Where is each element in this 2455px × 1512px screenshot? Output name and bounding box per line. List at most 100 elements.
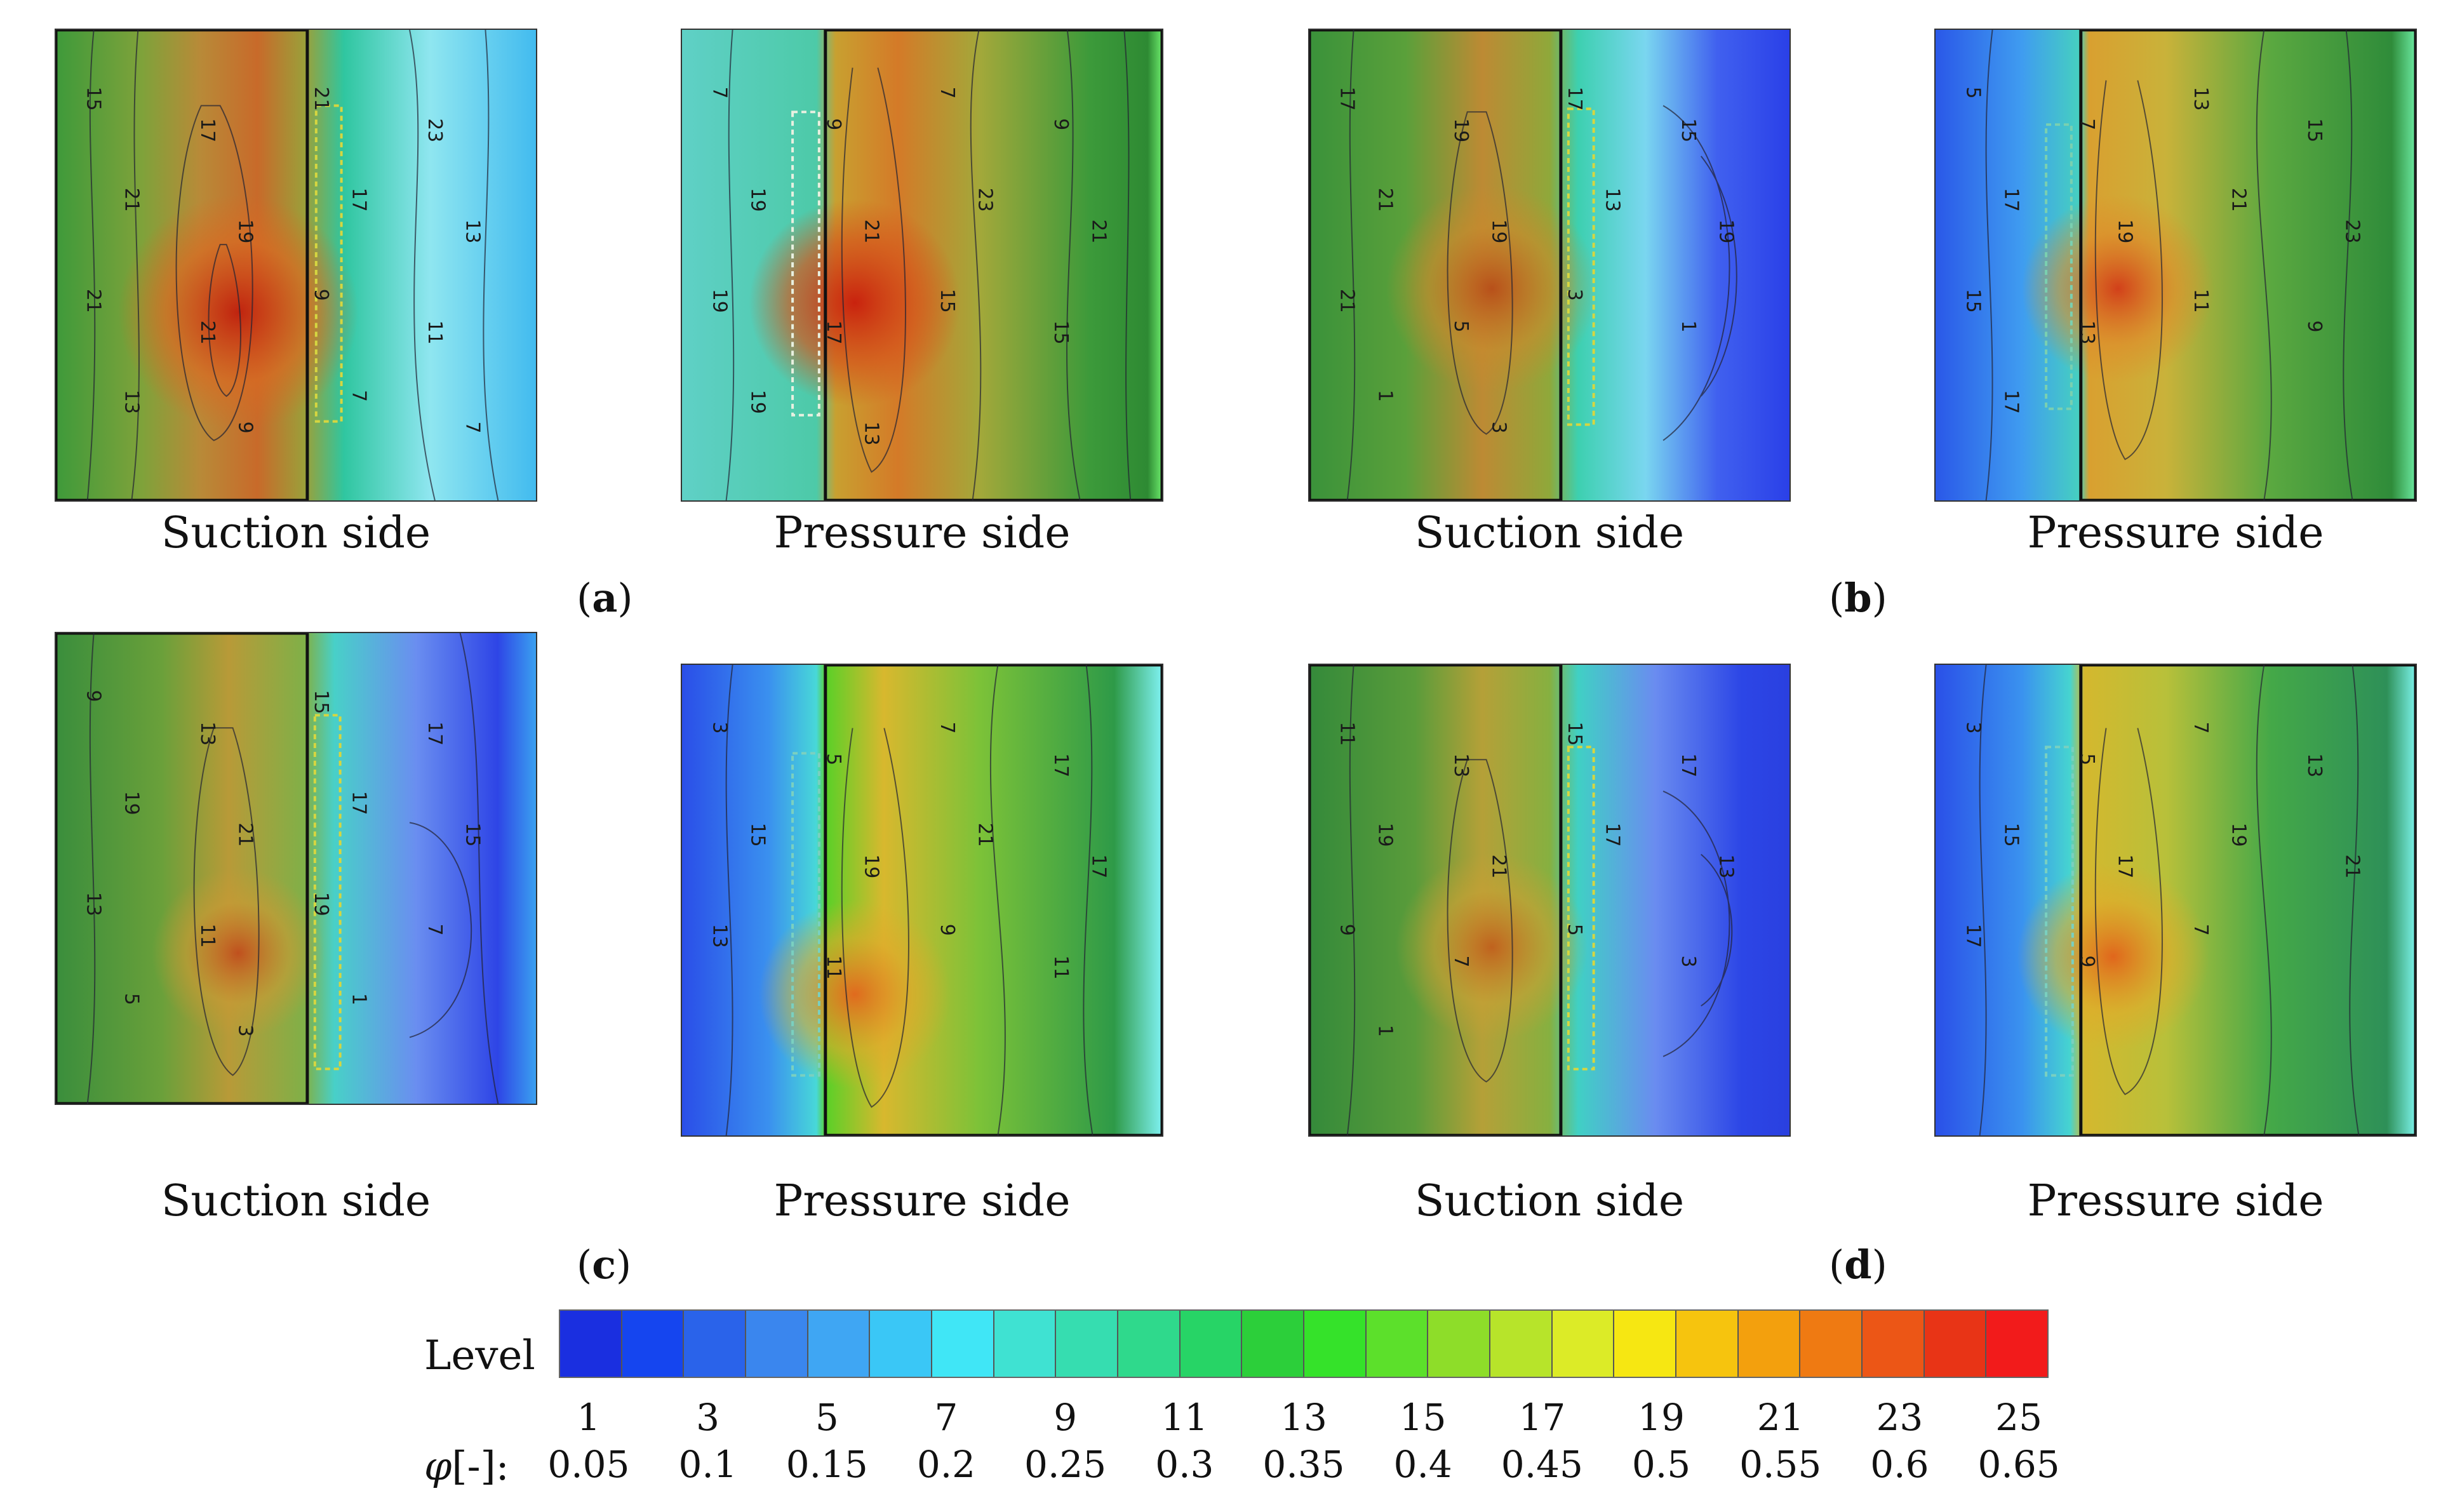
contour-label: 5 [1450,321,1472,333]
legend-swatch [684,1311,747,1377]
legend-tick-label: 0.6 [1870,1443,1929,1486]
contour-label: 19 [746,390,768,414]
legend-tick-label: 13 [1280,1396,1327,1439]
contour-label: 15 [1563,722,1586,746]
contour-label: 17 [1088,854,1110,878]
sublabel-d: (d) [1829,1241,1887,1288]
contour-label: 21 [310,87,332,111]
caption-a-pressure: Pressure side [773,508,1071,558]
contour-label: 19 [2113,219,2136,243]
contour-label: 21 [120,188,142,212]
contour-label: 19 [234,219,256,243]
legend-swatch [994,1311,1057,1377]
caption-a-suction: Suction side [161,508,431,558]
legend-swatch [932,1311,994,1377]
caption-c-pressure: Pressure side [773,1176,1071,1226]
legend-tick-label: 0.35 [1262,1443,1345,1486]
contour-label: 13 [2076,321,2098,345]
contour-label: 1 [1677,321,1699,333]
contour-label: 13 [462,219,484,243]
legend-tick-label: 11 [1161,1396,1208,1439]
color-legend-bar [559,1309,2049,1378]
contour-label: 9 [822,118,845,130]
contour-label: 15 [1962,289,1984,313]
contour-label: 21 [234,822,256,846]
contour-label: 15 [1050,321,1072,345]
legend-swatch [1304,1311,1367,1377]
caption-d-pressure: Pressure side [2027,1176,2324,1226]
contour-label: 13 [860,422,882,446]
contour-label: 7 [2076,118,2098,130]
contour-label: 17 [1563,87,1586,111]
contour-label: 9 [234,422,256,434]
contour-label: 7 [2190,722,2212,734]
panel-a-pressure-contour: 7 9 7 9 19 21 23 21 19 17 15 15 19 13 [681,29,1163,502]
legend-swatch [1614,1311,1677,1377]
legend-title: Level [424,1332,535,1379]
legend-tick-label: 0.55 [1739,1443,1822,1486]
legend-tick-label: 0.15 [786,1443,868,1486]
contour-label: 17 [2000,188,2022,212]
contour-label: 13 [1450,753,1472,777]
contour-label: 3 [234,1025,256,1037]
legend-swatch [870,1311,933,1377]
contour-label: 7 [936,87,958,99]
contour-label: 5 [822,753,845,765]
contour-label: 21 [1374,188,1396,212]
contour-label: 17 [424,721,446,746]
legend-tick-label: 0.2 [916,1443,976,1486]
contour-label: 13 [2303,753,2325,777]
contour-label: 17 [1602,823,1624,847]
legend-tick-label: 0.3 [1155,1443,1214,1486]
contour-label: 17 [196,118,218,142]
sublabel-b: (b) [1829,575,1887,621]
panel-d-suction-contour: 11 13 15 17 19 21 17 13 9 7 5 3 1 [1308,664,1791,1137]
legend-tick-label: 23 [1876,1396,1923,1439]
legend-swatch [1118,1311,1181,1377]
legend-swatch [1056,1311,1119,1377]
contour-label: 21 [1088,219,1110,243]
contour-label: 11 [1336,722,1358,746]
contour-label: 17 [1962,924,1984,948]
contour-label: 3 [1563,289,1586,301]
legend-tick-label: 25 [1995,1396,2042,1439]
caption-c-suction: Suction side [161,1176,431,1226]
contour-label: 13 [120,390,142,414]
contour-label: 15 [1677,118,1699,142]
contour-label: 13 [83,892,105,916]
contour-label: 19 [120,791,142,815]
legend-swatch [1242,1311,1305,1377]
sublabel-a: (a) [577,575,633,621]
contour-label: 17 [348,791,370,815]
contour-label: 17 [1050,753,1072,777]
contour-label: 11 [1050,956,1072,980]
legend-tick-label: 0.45 [1501,1443,1583,1486]
contour-label: 15 [746,823,768,847]
contour-label: 19 [1450,118,1472,142]
contour-label: 21 [196,321,218,345]
legend-tick-label: 0.25 [1024,1443,1107,1486]
contour-label: 17 [2000,390,2022,414]
panel-c-suction-contour: 9 13 15 17 19 21 17 15 13 11 19 7 5 3 1 [55,632,537,1105]
contour-label: 19 [310,892,332,916]
panel-b-pressure-contour: 5 7 13 15 17 19 21 23 15 13 11 9 17 [1934,29,2417,502]
legend-tick-label: 1 [577,1396,601,1439]
legend-tick-label: 0.5 [1631,1443,1691,1486]
legend-swatch [1863,1311,1925,1377]
caption-d-suction: Suction side [1414,1176,1685,1226]
contour-label: 3 [1487,422,1509,434]
contour-label: 21 [83,289,105,313]
contour-label: 23 [424,118,446,142]
panel-d-pressure-contour: 3 5 7 13 15 17 19 21 17 9 7 [1934,664,2417,1137]
phi-axis-label: φ[-]: [424,1443,509,1489]
legend-swatch [560,1311,622,1377]
contour-label: 9 [2303,321,2325,333]
contour-label: 13 [1602,188,1624,212]
legend-tick-label: 5 [815,1396,839,1439]
contour-label: 17 [348,188,370,212]
contour-label: 9 [936,924,958,936]
contour-label: 1 [1374,390,1396,402]
contour-label: 19 [1715,219,1737,243]
contour-label: 15 [2303,118,2325,142]
contour-label: 5 [1962,87,1984,99]
